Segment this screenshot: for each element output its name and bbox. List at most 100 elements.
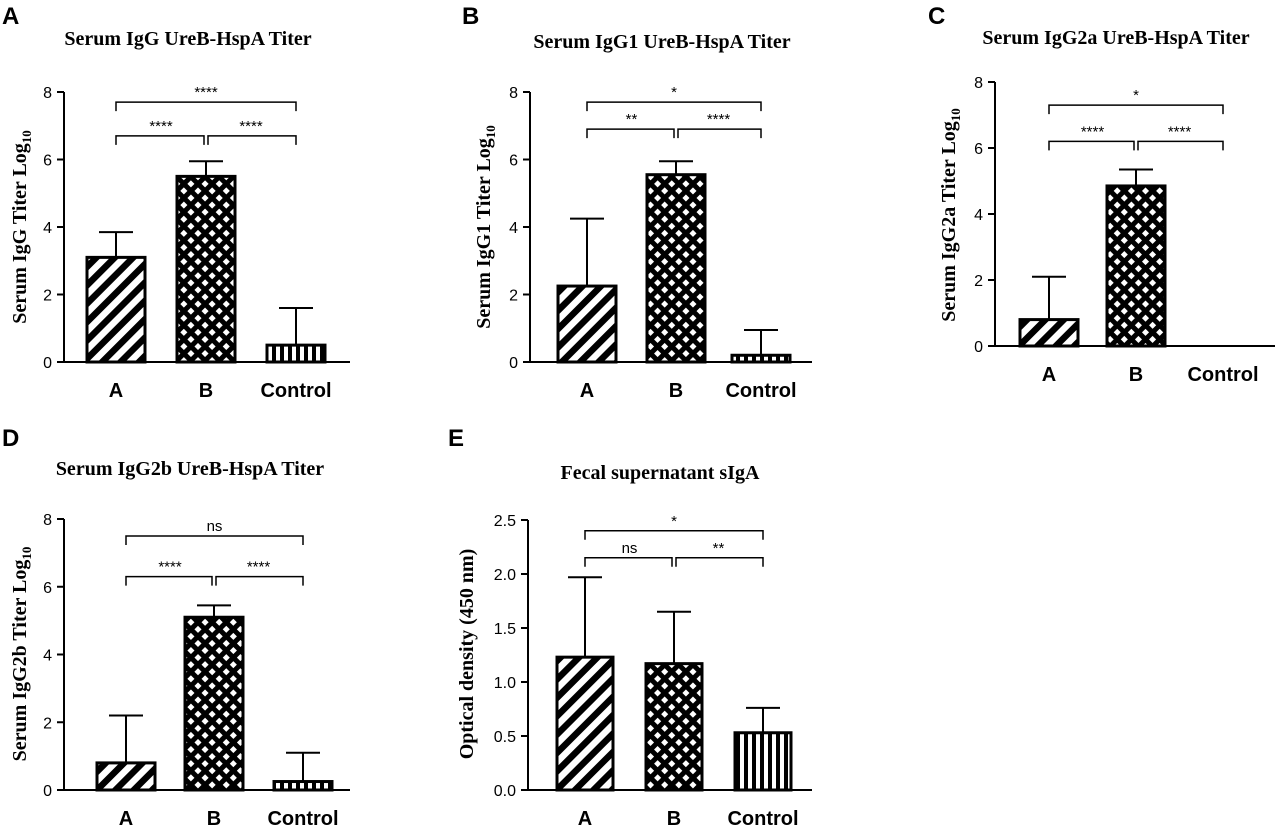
category-label: A [119,808,133,825]
y-tick-label: 2.0 [494,567,516,584]
y-tick-label: 6 [509,153,518,170]
bar-control [272,780,334,792]
panel-b: B Serum IgG1 UreB-HspA Titer Serum IgG1 … [462,3,812,402]
category-label: Control [727,808,798,825]
y-tick-label: 6 [974,141,983,158]
y-tick-label: 0 [43,355,52,372]
significance-label: ns [207,518,223,535]
y-tick-label: 8 [974,75,983,92]
y-tick-label: 1.0 [494,675,516,692]
category-label: A [580,380,594,402]
category-label: B [199,380,213,402]
category-label: Control [725,380,796,402]
y-axis-label: Serum IgG2a Titer Log10 [938,108,963,322]
significance-bracket [125,535,304,545]
panel-d: D Serum IgG2b UreB-HspA Titer Serum IgG2… [2,425,350,825]
panel-c: C Serum IgG2a UreB-HspA Titer Serum IgG2… [928,3,1275,386]
bar-a [85,255,147,364]
significance-bracket [584,557,673,567]
y-axis-label-main: Serum IgG1 Titer Log [473,138,495,329]
bar-control [265,343,327,364]
y-axis-label-subscript: 10 [19,130,34,143]
y-tick-label: 1.5 [494,621,516,638]
significance-label: **** [149,118,173,135]
category-label: A [1042,364,1056,386]
plot-area: 0.0 0.5 1.0 1.5 2.0 2.5 A B Control * ns ** [494,513,812,825]
significance-bracket [1048,104,1224,115]
chart-title: Serum IgG2b UreB-HspA Titer [56,458,324,480]
significance-label: **** [707,111,731,128]
bar-control [730,353,792,364]
panel-letter: C [928,3,945,30]
category-label: B [667,808,681,825]
significance-label: * [1133,87,1139,104]
category-label: Control [260,380,331,402]
y-tick-label: 0.0 [494,783,516,800]
significance-bracket [675,557,764,567]
bar-b [645,173,707,364]
y-tick-label: 0 [974,339,983,356]
category-label: B [207,808,221,825]
bar-b [1105,184,1167,348]
bar-b [644,662,704,792]
plot-area: 0 2 4 6 8 A B Control **** **** **** [43,84,350,402]
y-tick-label: 2 [43,288,52,305]
significance-label: * [671,513,677,530]
y-tick-label: 4 [43,220,52,237]
chart-title: Serum IgG UreB-HspA Titer [64,28,311,50]
significance-label: **** [239,118,263,135]
bar-a [555,655,615,792]
y-tick-label: 4 [509,220,518,237]
panel-e: E Fecal supernatant sIgA Optical density… [448,425,812,825]
y-axis-label-subscript: 10 [948,108,963,121]
significance-label: **** [194,84,218,101]
significance-label: **** [1168,123,1192,140]
significance-bracket [1137,140,1224,151]
y-axis-label: Optical density (450 nm) [456,549,478,760]
y-axis-label-main: Optical density (450 nm) [456,549,478,760]
panel-letter: B [462,3,479,30]
significance-bracket [677,128,762,139]
bar-a [95,761,157,792]
chart-title: Fecal supernatant sIgA [561,462,760,484]
bar-a [556,284,618,364]
panel-letter: E [448,425,464,452]
category-label: Control [267,808,338,825]
chart-title: Serum IgG1 UreB-HspA Titer [533,31,790,53]
significance-bracket [1048,140,1135,151]
y-tick-label: 8 [43,512,52,529]
y-tick-label: 0 [43,783,52,800]
significance-label: **** [1081,123,1105,140]
y-tick-label: 2 [509,288,518,305]
panel-letter: A [2,3,19,30]
significance-bracket [584,530,764,540]
significance-bracket [207,135,297,145]
significance-label: ** [713,540,725,557]
panel-a: A Serum IgG UreB-HspA Titer Serum IgG Ti… [2,3,350,402]
y-tick-label: 2 [974,273,983,290]
y-tick-label: 6 [43,580,52,597]
y-axis-label-subscript: 10 [483,125,498,138]
y-axis-label: Serum IgG2b Titer Log10 [9,547,34,762]
significance-bracket [586,101,762,112]
bar-b [175,174,237,364]
y-tick-label: 8 [509,85,518,102]
category-label: Control [1187,364,1258,386]
significance-label: ** [626,111,638,128]
bar-a [1018,318,1080,348]
significance-label: **** [247,559,271,576]
plot-area: 0 2 4 6 8 A B Control ns **** **** [43,512,350,825]
significance-bracket [586,128,675,139]
y-tick-label: 4 [974,207,983,224]
y-axis-label-subscript: 10 [19,547,34,560]
significance-bracket [125,575,213,586]
y-tick-label: 0.5 [494,729,516,746]
significance-label: **** [158,559,182,576]
y-axis-label: Serum IgG1 Titer Log10 [473,125,498,329]
y-tick-label: 6 [43,153,52,170]
significance-label: ns [622,540,638,557]
y-tick-label: 8 [43,85,52,102]
category-label: B [669,380,683,402]
